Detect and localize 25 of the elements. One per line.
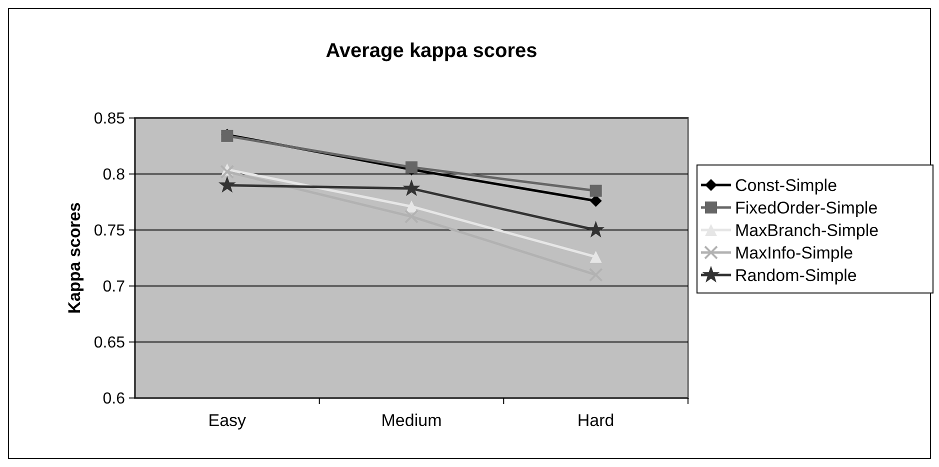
legend-label: Const-Simple <box>735 176 838 195</box>
point <box>406 161 418 174</box>
x-tick-label: Medium <box>381 411 442 430</box>
y-tick-label: 0.75 <box>94 222 126 240</box>
point <box>220 164 234 179</box>
legend-label: MaxInfo-Simple <box>735 243 854 262</box>
point <box>590 184 602 197</box>
point <box>219 176 236 192</box>
y-axis-title: Kappa scores <box>65 202 84 314</box>
legend-label: Random-Simple <box>735 266 857 285</box>
chart-title: Average kappa scores <box>326 40 538 62</box>
x-tick-label: Hard <box>577 411 614 430</box>
point <box>588 222 604 237</box>
y-tick-label: 0.7 <box>102 278 126 296</box>
legend-label: MaxBranch-Simple <box>735 220 879 240</box>
y-tick-label: 0.65 <box>94 334 126 352</box>
point <box>590 250 602 263</box>
point <box>404 210 418 224</box>
legend-label: FixedOrder-Simple <box>735 198 878 218</box>
x-tick-label: Easy <box>208 411 247 430</box>
y-tick-label: 0.6 <box>102 390 126 408</box>
point <box>403 180 420 196</box>
point <box>406 200 418 212</box>
y-tick-label: 0.8 <box>102 166 126 184</box>
y-tick-label: 0.85 <box>94 110 126 128</box>
